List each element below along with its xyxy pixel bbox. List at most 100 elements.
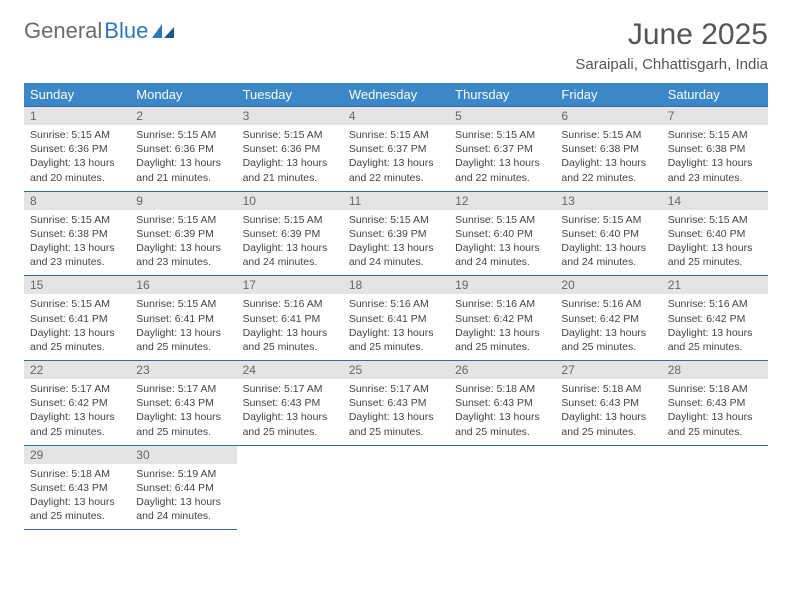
day-number: 18 — [343, 276, 449, 294]
day-number: 29 — [24, 446, 130, 464]
page-title: June 2025 — [575, 18, 768, 52]
day-body: Sunrise: 5:15 AMSunset: 6:37 PMDaylight:… — [343, 125, 449, 191]
day-body: Sunrise: 5:15 AMSunset: 6:41 PMDaylight:… — [130, 294, 236, 360]
logo-sail-icon — [152, 22, 176, 40]
day-number: 10 — [237, 192, 343, 210]
calendar-cell: 26Sunrise: 5:18 AMSunset: 6:43 PMDayligh… — [449, 361, 555, 446]
calendar-row: 15Sunrise: 5:15 AMSunset: 6:41 PMDayligh… — [24, 276, 768, 361]
day-body: Sunrise: 5:16 AMSunset: 6:42 PMDaylight:… — [449, 294, 555, 360]
calendar-cell: 1Sunrise: 5:15 AMSunset: 6:36 PMDaylight… — [24, 107, 130, 192]
calendar-cell: 29Sunrise: 5:18 AMSunset: 6:43 PMDayligh… — [24, 445, 130, 530]
col-monday: Monday — [130, 83, 236, 107]
day-body: Sunrise: 5:15 AMSunset: 6:41 PMDaylight:… — [24, 294, 130, 360]
logo-text-blue: Blue — [104, 18, 148, 44]
day-number: 5 — [449, 107, 555, 125]
calendar-cell: 6Sunrise: 5:15 AMSunset: 6:38 PMDaylight… — [555, 107, 661, 192]
day-body: Sunrise: 5:18 AMSunset: 6:43 PMDaylight:… — [662, 379, 768, 445]
day-number: 19 — [449, 276, 555, 294]
day-number: 28 — [662, 361, 768, 379]
day-number: 7 — [662, 107, 768, 125]
day-number: 8 — [24, 192, 130, 210]
day-body: Sunrise: 5:18 AMSunset: 6:43 PMDaylight:… — [449, 379, 555, 445]
calendar-cell: 13Sunrise: 5:15 AMSunset: 6:40 PMDayligh… — [555, 191, 661, 276]
col-thursday: Thursday — [449, 83, 555, 107]
day-body: Sunrise: 5:15 AMSunset: 6:39 PMDaylight:… — [237, 210, 343, 276]
calendar-cell: 5Sunrise: 5:15 AMSunset: 6:37 PMDaylight… — [449, 107, 555, 192]
calendar-cell: .. — [662, 445, 768, 530]
day-body: Sunrise: 5:15 AMSunset: 6:38 PMDaylight:… — [24, 210, 130, 276]
col-friday: Friday — [555, 83, 661, 107]
day-number: 21 — [662, 276, 768, 294]
day-number: 30 — [130, 446, 236, 464]
title-block: June 2025 Saraipali, Chhattisgarh, India — [575, 18, 768, 73]
day-number: 17 — [237, 276, 343, 294]
day-body: Sunrise: 5:15 AMSunset: 6:36 PMDaylight:… — [130, 125, 236, 191]
day-body: Sunrise: 5:16 AMSunset: 6:41 PMDaylight:… — [343, 294, 449, 360]
col-saturday: Saturday — [662, 83, 768, 107]
calendar-cell: 30Sunrise: 5:19 AMSunset: 6:44 PMDayligh… — [130, 445, 236, 530]
calendar-cell: 9Sunrise: 5:15 AMSunset: 6:39 PMDaylight… — [130, 191, 236, 276]
day-body: Sunrise: 5:16 AMSunset: 6:41 PMDaylight:… — [237, 294, 343, 360]
logo: GeneralBlue — [24, 18, 176, 44]
calendar-table: Sunday Monday Tuesday Wednesday Thursday… — [24, 83, 768, 530]
day-number: 16 — [130, 276, 236, 294]
day-body: Sunrise: 5:19 AMSunset: 6:44 PMDaylight:… — [130, 464, 236, 530]
calendar-cell: 10Sunrise: 5:15 AMSunset: 6:39 PMDayligh… — [237, 191, 343, 276]
col-sunday: Sunday — [24, 83, 130, 107]
calendar-cell: 14Sunrise: 5:15 AMSunset: 6:40 PMDayligh… — [662, 191, 768, 276]
calendar-cell: 22Sunrise: 5:17 AMSunset: 6:42 PMDayligh… — [24, 361, 130, 446]
day-number: 1 — [24, 107, 130, 125]
calendar-cell: 19Sunrise: 5:16 AMSunset: 6:42 PMDayligh… — [449, 276, 555, 361]
calendar-cell: 8Sunrise: 5:15 AMSunset: 6:38 PMDaylight… — [24, 191, 130, 276]
day-number: 25 — [343, 361, 449, 379]
day-body: Sunrise: 5:18 AMSunset: 6:43 PMDaylight:… — [555, 379, 661, 445]
calendar-row: 1Sunrise: 5:15 AMSunset: 6:36 PMDaylight… — [24, 107, 768, 192]
day-body: Sunrise: 5:18 AMSunset: 6:43 PMDaylight:… — [24, 464, 130, 530]
day-body: Sunrise: 5:17 AMSunset: 6:43 PMDaylight:… — [237, 379, 343, 445]
calendar-cell: 23Sunrise: 5:17 AMSunset: 6:43 PMDayligh… — [130, 361, 236, 446]
day-body: Sunrise: 5:15 AMSunset: 6:36 PMDaylight:… — [24, 125, 130, 191]
calendar-cell: 3Sunrise: 5:15 AMSunset: 6:36 PMDaylight… — [237, 107, 343, 192]
day-body: Sunrise: 5:16 AMSunset: 6:42 PMDaylight:… — [662, 294, 768, 360]
day-body: Sunrise: 5:15 AMSunset: 6:36 PMDaylight:… — [237, 125, 343, 191]
calendar-cell: 7Sunrise: 5:15 AMSunset: 6:38 PMDaylight… — [662, 107, 768, 192]
calendar-row: 22Sunrise: 5:17 AMSunset: 6:42 PMDayligh… — [24, 361, 768, 446]
calendar-row: 29Sunrise: 5:18 AMSunset: 6:43 PMDayligh… — [24, 445, 768, 530]
day-number: 13 — [555, 192, 661, 210]
calendar-cell: 11Sunrise: 5:15 AMSunset: 6:39 PMDayligh… — [343, 191, 449, 276]
day-number: 9 — [130, 192, 236, 210]
day-number: 11 — [343, 192, 449, 210]
calendar-cell: 20Sunrise: 5:16 AMSunset: 6:42 PMDayligh… — [555, 276, 661, 361]
calendar-cell: 24Sunrise: 5:17 AMSunset: 6:43 PMDayligh… — [237, 361, 343, 446]
day-number: 22 — [24, 361, 130, 379]
day-number: 27 — [555, 361, 661, 379]
day-body: Sunrise: 5:17 AMSunset: 6:42 PMDaylight:… — [24, 379, 130, 445]
calendar-row: 8Sunrise: 5:15 AMSunset: 6:38 PMDaylight… — [24, 191, 768, 276]
calendar-cell: .. — [343, 445, 449, 530]
day-number: 6 — [555, 107, 661, 125]
col-wednesday: Wednesday — [343, 83, 449, 107]
day-number: 4 — [343, 107, 449, 125]
calendar-cell: 17Sunrise: 5:16 AMSunset: 6:41 PMDayligh… — [237, 276, 343, 361]
day-body: Sunrise: 5:15 AMSunset: 6:38 PMDaylight:… — [662, 125, 768, 191]
calendar-cell: .. — [555, 445, 661, 530]
calendar-cell: 21Sunrise: 5:16 AMSunset: 6:42 PMDayligh… — [662, 276, 768, 361]
page-subtitle: Saraipali, Chhattisgarh, India — [575, 56, 768, 73]
calendar-cell: 4Sunrise: 5:15 AMSunset: 6:37 PMDaylight… — [343, 107, 449, 192]
calendar-cell: 12Sunrise: 5:15 AMSunset: 6:40 PMDayligh… — [449, 191, 555, 276]
day-body: Sunrise: 5:16 AMSunset: 6:42 PMDaylight:… — [555, 294, 661, 360]
day-number: 20 — [555, 276, 661, 294]
day-number: 12 — [449, 192, 555, 210]
day-number: 26 — [449, 361, 555, 379]
calendar-cell: 2Sunrise: 5:15 AMSunset: 6:36 PMDaylight… — [130, 107, 236, 192]
calendar-cell: .. — [237, 445, 343, 530]
calendar-cell: 25Sunrise: 5:17 AMSunset: 6:43 PMDayligh… — [343, 361, 449, 446]
day-body: Sunrise: 5:17 AMSunset: 6:43 PMDaylight:… — [343, 379, 449, 445]
day-body: Sunrise: 5:15 AMSunset: 6:40 PMDaylight:… — [449, 210, 555, 276]
day-number: 2 — [130, 107, 236, 125]
day-number: 23 — [130, 361, 236, 379]
day-body: Sunrise: 5:15 AMSunset: 6:38 PMDaylight:… — [555, 125, 661, 191]
weekday-header-row: Sunday Monday Tuesday Wednesday Thursday… — [24, 83, 768, 107]
day-number: 3 — [237, 107, 343, 125]
day-body: Sunrise: 5:15 AMSunset: 6:40 PMDaylight:… — [555, 210, 661, 276]
